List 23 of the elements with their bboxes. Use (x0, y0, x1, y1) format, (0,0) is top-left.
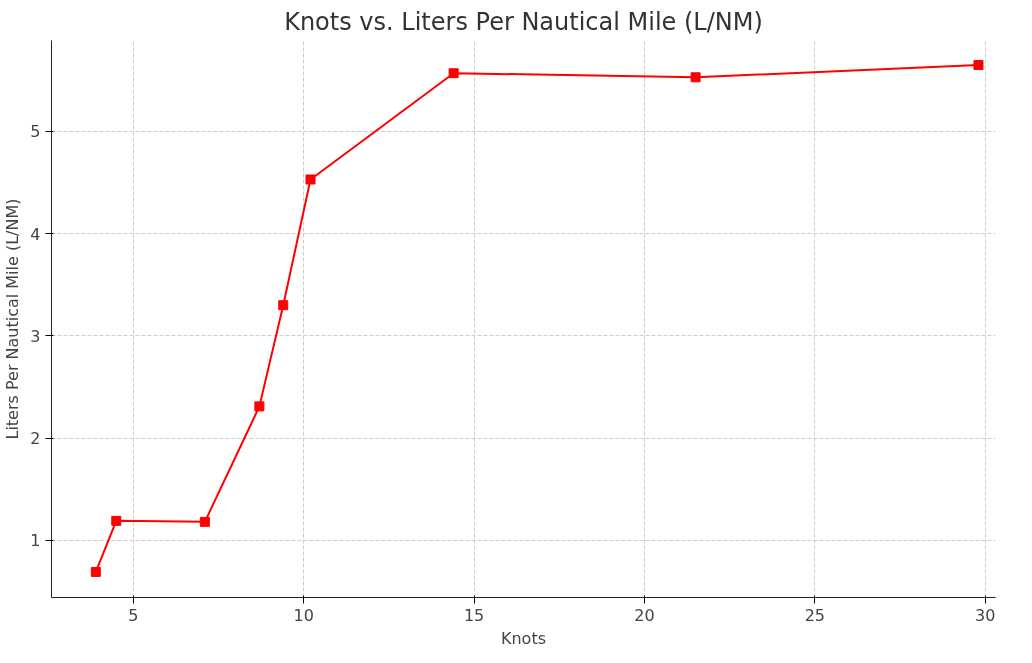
point (973, 60, 984, 71)
x-tick-label: 15 (463, 605, 485, 625)
y-tick-label: 1 (30, 531, 41, 551)
y-tick-label: 5 (30, 122, 41, 142)
point (305, 174, 316, 185)
point (690, 72, 701, 83)
x-tick-label: 30 (975, 605, 996, 625)
y-tick-label: 2 (30, 429, 41, 449)
x-tick-label: 10 (293, 605, 314, 625)
point (278, 300, 289, 311)
point (448, 68, 459, 79)
x-tick-label: 25 (804, 605, 826, 625)
chart-title: Knots vs. Liters Per Nautical Mile (L/NM) (284, 7, 763, 36)
x-tick-label: 5 (128, 605, 139, 625)
point (111, 515, 122, 526)
point (90, 566, 101, 577)
point (199, 516, 210, 527)
x-tick-label: 20 (634, 605, 655, 625)
y-axis-title: Liters Per Nautical Mile (L/NM) (3, 198, 23, 440)
y-tick-label: 3 (30, 326, 41, 346)
point (254, 401, 265, 412)
y-tick-label: 4 (30, 224, 41, 244)
x-axis-title: Knots (500, 628, 547, 648)
